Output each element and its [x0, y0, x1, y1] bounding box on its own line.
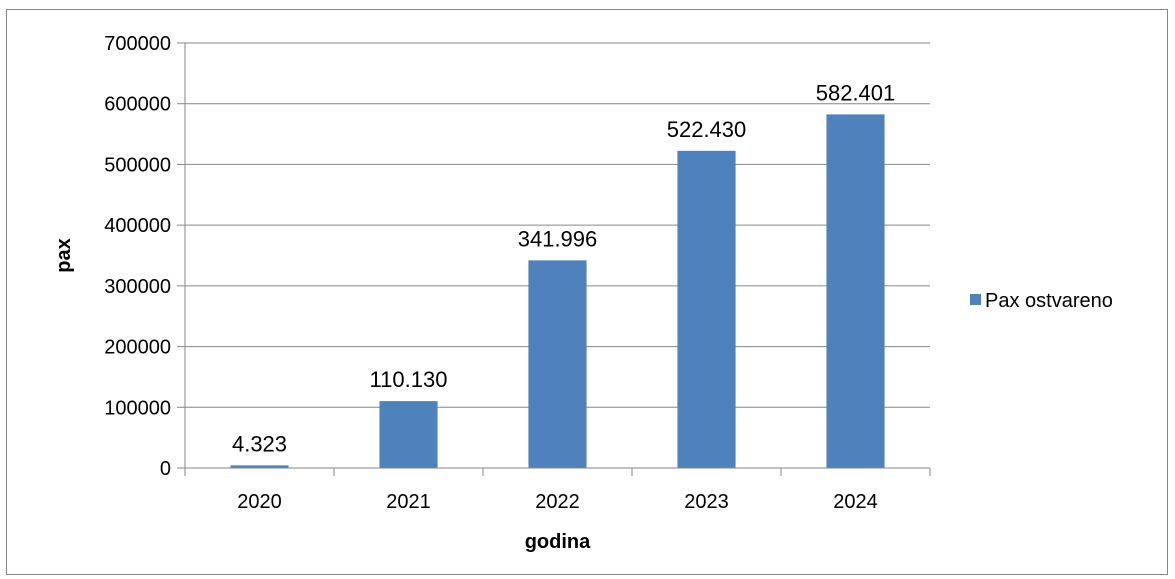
data-label-2022: 341.996 [518, 226, 598, 251]
data-label-2024: 582.401 [816, 80, 896, 105]
y-tick-label: 400000 [104, 215, 171, 237]
axes: 0 100000 200000 300000 400000 500000 600000 700… [104, 33, 931, 513]
y-tick-label: 600000 [104, 94, 171, 116]
data-labels: 4.323 110.130 341.996 522.430 582.401 [232, 80, 895, 456]
y-tick-label: 700000 [104, 33, 171, 55]
bars [230, 114, 885, 469]
bar-2021 [379, 401, 438, 468]
bar-2022 [528, 260, 587, 468]
bar-2020 [230, 465, 289, 468]
gridlines [185, 42, 930, 408]
data-label-2023: 522.430 [667, 117, 747, 142]
data-label-2020: 4.323 [232, 431, 287, 456]
x-tick-label: 2023 [684, 491, 729, 513]
legend-label: Pax ostvareno [985, 290, 1113, 312]
y-axis-title: pax [53, 238, 75, 272]
x-tick-label: 2022 [535, 491, 580, 513]
data-label-2021: 110.130 [370, 367, 448, 392]
legend-swatch [970, 294, 981, 305]
x-tick-label: 2024 [833, 491, 878, 513]
legend: Pax ostvareno [970, 290, 1113, 312]
bar-2024 [826, 114, 885, 469]
y-tick-label: 0 [160, 458, 171, 480]
y-tick-label: 500000 [104, 154, 171, 176]
y-tick-label: 100000 [104, 397, 171, 419]
x-axis-title: godina [525, 531, 591, 553]
bar-2023 [677, 150, 736, 468]
y-tick-label: 300000 [104, 276, 171, 298]
x-tick-label: 2020 [237, 491, 282, 513]
x-tick-label: 2021 [386, 491, 431, 513]
y-tick-label: 200000 [104, 337, 171, 359]
